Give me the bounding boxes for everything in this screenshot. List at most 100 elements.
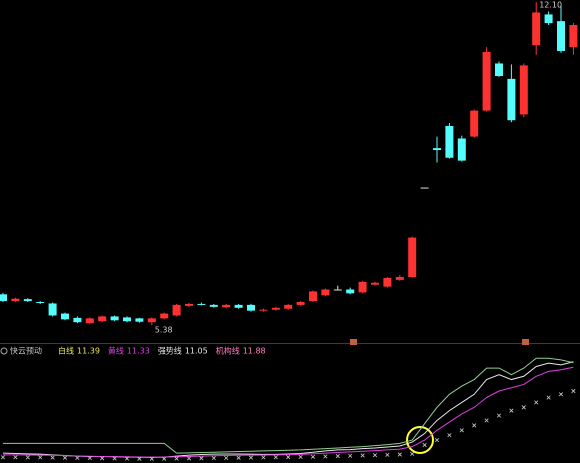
candle-body bbox=[73, 317, 82, 323]
candle-body bbox=[507, 78, 516, 121]
indicator-cross bbox=[546, 395, 551, 400]
candle-body bbox=[185, 303, 193, 306]
candle-body bbox=[110, 316, 119, 321]
indicator-cross bbox=[472, 423, 477, 428]
candle-body bbox=[557, 21, 565, 51]
legend-name: 强势线 bbox=[158, 346, 182, 356]
candle-body bbox=[48, 303, 57, 316]
indicator-cross bbox=[13, 455, 18, 460]
candle-body bbox=[495, 63, 503, 76]
indicator-cross bbox=[25, 455, 30, 460]
signal-marker bbox=[350, 339, 357, 345]
indicator-cross bbox=[422, 442, 427, 448]
indicator-icon bbox=[0, 347, 8, 355]
candle-body bbox=[532, 12, 541, 46]
indicator-cross bbox=[323, 454, 328, 459]
candle-body bbox=[296, 302, 305, 305]
candle-body bbox=[197, 303, 206, 305]
candle-body bbox=[544, 14, 553, 24]
candle-body bbox=[569, 25, 578, 48]
candle-body bbox=[259, 309, 268, 311]
indicator-cross bbox=[372, 453, 378, 458]
price-annotation: 5.38 bbox=[155, 326, 173, 335]
candle-body bbox=[222, 304, 231, 308]
candle-body bbox=[11, 298, 20, 302]
indicator-cross bbox=[385, 452, 390, 457]
indicator-cross bbox=[186, 456, 192, 461]
candle-body bbox=[247, 304, 255, 311]
candle-body bbox=[61, 313, 69, 320]
candle-body bbox=[234, 304, 243, 308]
indicator-cross bbox=[62, 455, 68, 460]
indicator-cross bbox=[509, 408, 514, 413]
candle-body bbox=[333, 289, 342, 291]
indicator-cross bbox=[571, 388, 576, 394]
indicator-cross bbox=[211, 456, 216, 461]
candle-body bbox=[371, 282, 379, 285]
candle-body bbox=[36, 302, 45, 304]
candle-body bbox=[98, 316, 107, 322]
indicator-cross bbox=[87, 456, 92, 461]
indicator-cross bbox=[100, 456, 105, 461]
indicator-cross bbox=[199, 456, 204, 461]
candle-body bbox=[445, 125, 454, 158]
legend-value: 11.33 bbox=[127, 347, 150, 356]
indicator-cross bbox=[162, 456, 167, 461]
indicator-cross bbox=[348, 453, 353, 458]
indicator-cross bbox=[335, 454, 340, 459]
candle-body bbox=[172, 304, 181, 316]
candle-body bbox=[470, 110, 479, 137]
legend-value: 11.39 bbox=[77, 347, 100, 356]
indicator-cross bbox=[298, 454, 303, 460]
indicator-cross bbox=[310, 454, 316, 459]
indicator-cross bbox=[75, 455, 80, 461]
legend-name: 黄线 bbox=[108, 346, 124, 356]
indicator-cross bbox=[397, 452, 402, 457]
indicator-cross bbox=[496, 413, 502, 418]
indicator-cross bbox=[248, 455, 254, 460]
indicator-line bbox=[3, 366, 574, 458]
indicator-cross bbox=[521, 405, 526, 410]
highlight-circle bbox=[406, 426, 434, 454]
signal-marker bbox=[522, 339, 529, 345]
indicator-cross bbox=[38, 455, 43, 460]
indicator-cross bbox=[484, 418, 489, 423]
indicator-cross bbox=[261, 455, 266, 460]
candle-body bbox=[321, 289, 330, 296]
candle-body bbox=[519, 65, 528, 115]
indicator-cross bbox=[174, 456, 179, 461]
legend-value: 11.05 bbox=[185, 347, 208, 356]
candle-body bbox=[23, 299, 32, 302]
candle-body bbox=[0, 294, 7, 302]
indicator-cross bbox=[0, 455, 6, 460]
legend-name: 机构线 bbox=[216, 346, 240, 356]
indicator-line bbox=[3, 357, 574, 454]
candle-body bbox=[395, 277, 404, 280]
indicator-title: 快云预动 bbox=[10, 346, 42, 356]
indicator-cross bbox=[447, 433, 452, 438]
candle-body bbox=[383, 277, 392, 287]
indicator-cross bbox=[459, 428, 464, 433]
indicator-cross bbox=[137, 456, 142, 461]
candle-body bbox=[160, 313, 169, 319]
legend-value: 11.88 bbox=[243, 347, 266, 356]
indicator-cross bbox=[112, 456, 117, 461]
candle-body bbox=[309, 291, 317, 302]
indicator-cross bbox=[410, 451, 415, 456]
indicator-cross bbox=[236, 455, 241, 460]
indicator-cross bbox=[434, 438, 440, 443]
price-annotation: 12.10 bbox=[539, 0, 562, 9]
candle-body bbox=[420, 187, 429, 189]
candle-body bbox=[482, 51, 491, 111]
indicator-cross bbox=[558, 392, 564, 397]
candle-body bbox=[346, 289, 355, 294]
candle-body bbox=[123, 317, 131, 322]
candle-body bbox=[408, 237, 417, 278]
candle-body bbox=[147, 318, 156, 323]
candle-body bbox=[271, 307, 280, 310]
candle-body bbox=[135, 318, 144, 322]
indicator-cross bbox=[124, 456, 130, 461]
indicator-cross bbox=[534, 400, 539, 405]
